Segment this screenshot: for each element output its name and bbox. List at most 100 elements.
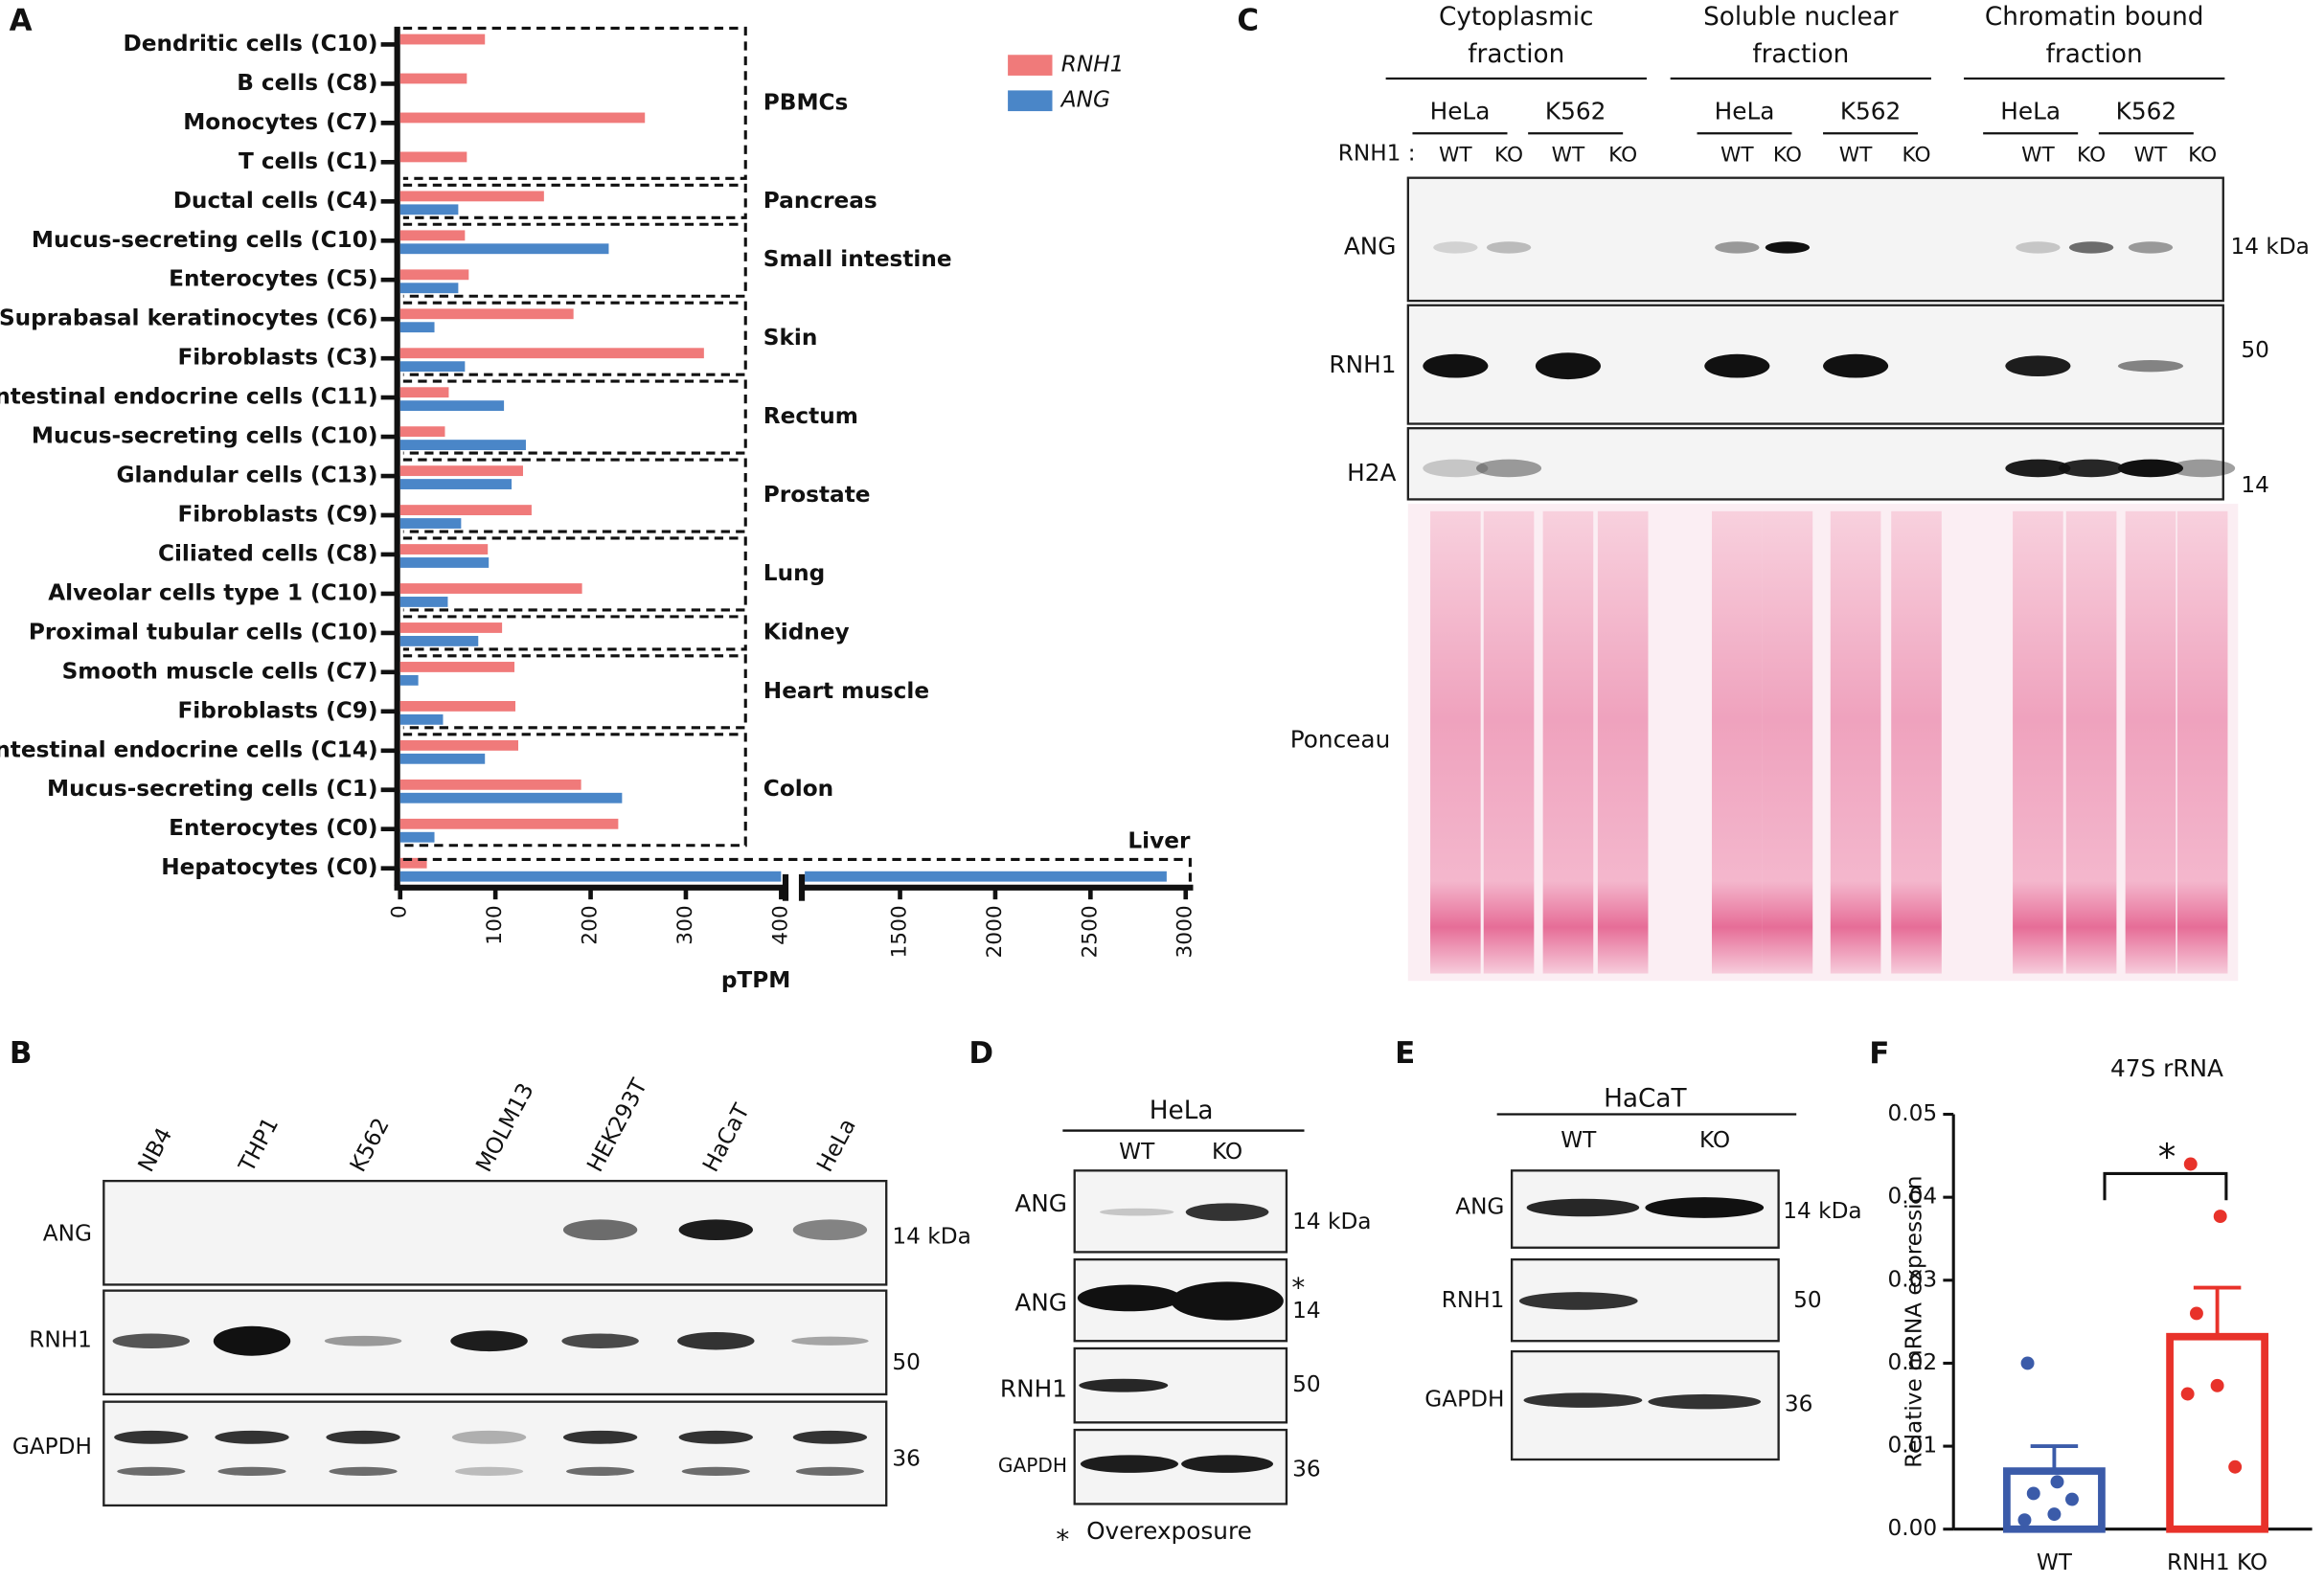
category-label: Intestinal endocrine cells (C11) bbox=[0, 384, 378, 410]
band bbox=[1823, 353, 1889, 378]
panel-letter: C bbox=[1237, 4, 1259, 38]
row-label: RNH1 bbox=[1442, 1287, 1505, 1313]
ponceau-lane bbox=[2125, 510, 2176, 974]
bar bbox=[805, 871, 1167, 882]
blot-box bbox=[1406, 304, 2224, 425]
y-axis-title: Relative mRNA expression bbox=[1901, 1176, 1926, 1468]
ponceau-lane bbox=[1891, 510, 1942, 974]
significance-bracket bbox=[2103, 1171, 2228, 1201]
bar bbox=[399, 230, 466, 241]
row-label: Ponceau bbox=[1290, 726, 1391, 754]
x-tick-label: 3000 bbox=[1173, 905, 1197, 958]
bar bbox=[399, 283, 459, 294]
group-label: Prostate bbox=[763, 482, 871, 508]
band bbox=[2005, 459, 2071, 478]
genotype-label: WT bbox=[1119, 1139, 1155, 1165]
marker-label: 50 bbox=[1793, 1287, 1822, 1313]
category-label: Fibroblasts (C3) bbox=[177, 345, 377, 371]
bar bbox=[399, 597, 448, 607]
y-tick-label: 0.00 bbox=[1888, 1515, 1938, 1541]
bar bbox=[399, 700, 516, 712]
category-label: Proximal tubular cells (C10) bbox=[29, 619, 378, 645]
bar bbox=[399, 361, 466, 373]
bar bbox=[399, 713, 444, 725]
bar bbox=[399, 674, 419, 686]
bar bbox=[399, 204, 459, 215]
row-label: ANG bbox=[1014, 1289, 1067, 1317]
category-label: Enterocytes (C0) bbox=[169, 815, 377, 841]
band bbox=[2117, 459, 2184, 478]
asterisk: * bbox=[1056, 1524, 1069, 1555]
category-label: Alveolar cells type 1 (C10) bbox=[48, 579, 377, 605]
marker-label: 36 bbox=[1292, 1456, 1321, 1482]
bar bbox=[399, 440, 526, 451]
genotype-label: KO bbox=[1212, 1139, 1242, 1165]
band bbox=[2005, 355, 2071, 377]
row-label: RNH1 bbox=[1000, 1374, 1067, 1402]
band bbox=[1433, 241, 1478, 254]
band bbox=[1100, 1208, 1174, 1216]
band bbox=[795, 1466, 865, 1477]
group-bracket bbox=[402, 301, 747, 376]
marker-label: 14 kDa bbox=[892, 1223, 970, 1249]
genotype-label: KO bbox=[2077, 143, 2106, 167]
legend-label: RNH1 bbox=[1061, 52, 1125, 78]
ponceau-lane bbox=[1830, 510, 1881, 974]
x-axis-title: pTPM bbox=[721, 967, 790, 993]
band bbox=[1486, 241, 1532, 254]
bar bbox=[399, 426, 445, 438]
panel-letter: B bbox=[10, 1036, 33, 1071]
band bbox=[1645, 1197, 1765, 1218]
y-tick-label: 0.05 bbox=[1888, 1100, 1938, 1126]
significance-label: * bbox=[2158, 1136, 2176, 1177]
group-bracket bbox=[402, 654, 747, 730]
data-point bbox=[2180, 1387, 2195, 1401]
panel-letter: A bbox=[10, 4, 33, 38]
band bbox=[1715, 241, 1760, 254]
bar bbox=[399, 243, 609, 255]
band bbox=[1476, 459, 1542, 478]
panel-letter: D bbox=[968, 1036, 993, 1071]
lane-label: HEK293T bbox=[582, 1074, 653, 1176]
band bbox=[792, 1219, 868, 1241]
category-label: Dendritic cells (C10) bbox=[123, 31, 377, 57]
fraction-label: Chromatin bound bbox=[1985, 3, 2204, 32]
y-tick-label: 0.04 bbox=[1888, 1184, 1938, 1210]
bar bbox=[399, 779, 581, 790]
fraction-label: fraction bbox=[2046, 40, 2143, 69]
bar bbox=[399, 635, 479, 646]
genotype-label: WT bbox=[1561, 1127, 1597, 1153]
band bbox=[324, 1335, 402, 1346]
genotype-label: WT bbox=[1439, 143, 1472, 167]
band bbox=[562, 1430, 638, 1444]
fraction-label: Cytoplasmic bbox=[1439, 3, 1594, 32]
error-bar bbox=[2030, 1444, 2079, 1474]
category-label: Fibroblasts (C9) bbox=[177, 697, 377, 723]
marker-label: 14 kDa bbox=[2231, 234, 2310, 260]
genotype-label: KO bbox=[1699, 1127, 1730, 1153]
band bbox=[2068, 241, 2114, 254]
band bbox=[2059, 459, 2125, 478]
blot-box bbox=[1406, 176, 2224, 303]
ponceau-lane bbox=[1712, 510, 1763, 974]
genotype-label: KO bbox=[1494, 143, 1523, 167]
bar bbox=[399, 400, 505, 412]
x-tick-label: 200 bbox=[579, 905, 603, 944]
row-label: GAPDH bbox=[12, 1434, 92, 1460]
bar bbox=[399, 465, 523, 477]
band bbox=[1648, 1393, 1762, 1410]
category-label: Glandular cells (C13) bbox=[116, 463, 377, 488]
band bbox=[791, 1336, 869, 1346]
band bbox=[1518, 1292, 1638, 1310]
group-bracket bbox=[402, 183, 747, 219]
ponceau-lane bbox=[2065, 510, 2117, 974]
data-point bbox=[2017, 1513, 2032, 1527]
y-tick-label: 0.02 bbox=[1888, 1349, 1938, 1375]
error-bar bbox=[2193, 1285, 2242, 1339]
x-tick-label: 1500 bbox=[888, 905, 912, 958]
group-label: Small intestine bbox=[763, 246, 952, 272]
band bbox=[217, 1466, 286, 1477]
band bbox=[562, 1219, 638, 1241]
band bbox=[1171, 1281, 1284, 1321]
